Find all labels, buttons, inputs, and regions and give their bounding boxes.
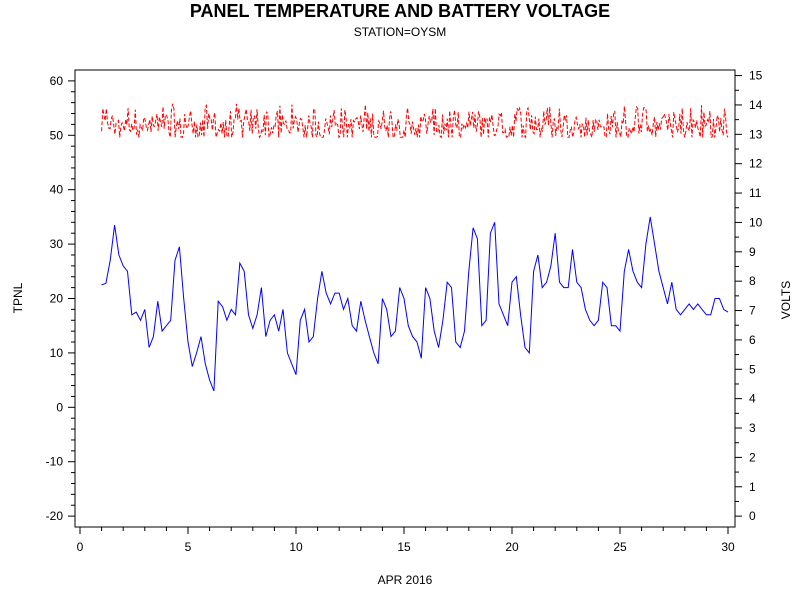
y-right-tick-label: 7 (749, 304, 756, 318)
x-axis: 0 5 10 15 20 25 30 (77, 527, 735, 554)
y-left-axis-label: TPNL (11, 282, 25, 313)
y-right-tick-label: 11 (749, 186, 762, 200)
y-right-tick-label: 13 (749, 127, 763, 141)
y-left-tick-label: -20 (46, 509, 64, 523)
x-tick-label: 15 (397, 540, 411, 554)
x-tick-label: 20 (505, 540, 519, 554)
y-left-tick-label: 60 (50, 74, 64, 88)
series-tpnl (101, 216, 729, 392)
y-right-tick-label: 8 (749, 274, 756, 288)
chart-subtitle: STATION=OYSM (354, 25, 447, 39)
y-left-tick-label: -10 (46, 455, 64, 469)
y-right-tick-label: 15 (749, 69, 763, 83)
y-right-tick-label: 3 (749, 421, 756, 435)
y-right-tick-label: 0 (749, 509, 756, 523)
y-left-tick-label: 30 (50, 237, 64, 251)
x-tick-label: 5 (185, 540, 192, 554)
y-right-tick-label: 2 (749, 450, 756, 464)
x-tick-label: 30 (721, 540, 735, 554)
series-volts (101, 103, 729, 139)
tpnl-line (101, 216, 729, 392)
chart-title: PANEL TEMPERATURE AND BATTERY VOLTAGE (190, 1, 610, 21)
y-left-tick-label: 40 (50, 183, 64, 197)
volts-line (101, 103, 729, 139)
y-right-tick-label: 14 (749, 98, 763, 112)
y-left-tick-label: 20 (50, 292, 64, 306)
plot-frame (74, 69, 736, 528)
y-right-tick-label: 12 (749, 157, 763, 171)
y-right-tick-label: 6 (749, 333, 756, 347)
y-right-tick-label: 9 (749, 245, 756, 259)
y-right-tick-label: 1 (749, 480, 756, 494)
y-left-tick-label: 10 (50, 346, 64, 360)
y-right-tick-label: 4 (749, 392, 756, 406)
x-tick-label: 10 (289, 540, 303, 554)
x-axis-label: APR 2016 (378, 573, 433, 587)
x-tick-label: 0 (77, 540, 84, 554)
y-left-tick-label: 0 (56, 400, 63, 414)
y-right-axis-label: VOLTS (779, 281, 793, 319)
x-tick-label: 25 (613, 540, 627, 554)
y-right-tick-label: 10 (749, 215, 763, 229)
y-left-axis: -20 -10 0 10 20 30 40 50 60 (46, 74, 75, 523)
y-right-tick-label: 5 (749, 362, 756, 376)
y-left-tick-label: 50 (50, 128, 64, 142)
